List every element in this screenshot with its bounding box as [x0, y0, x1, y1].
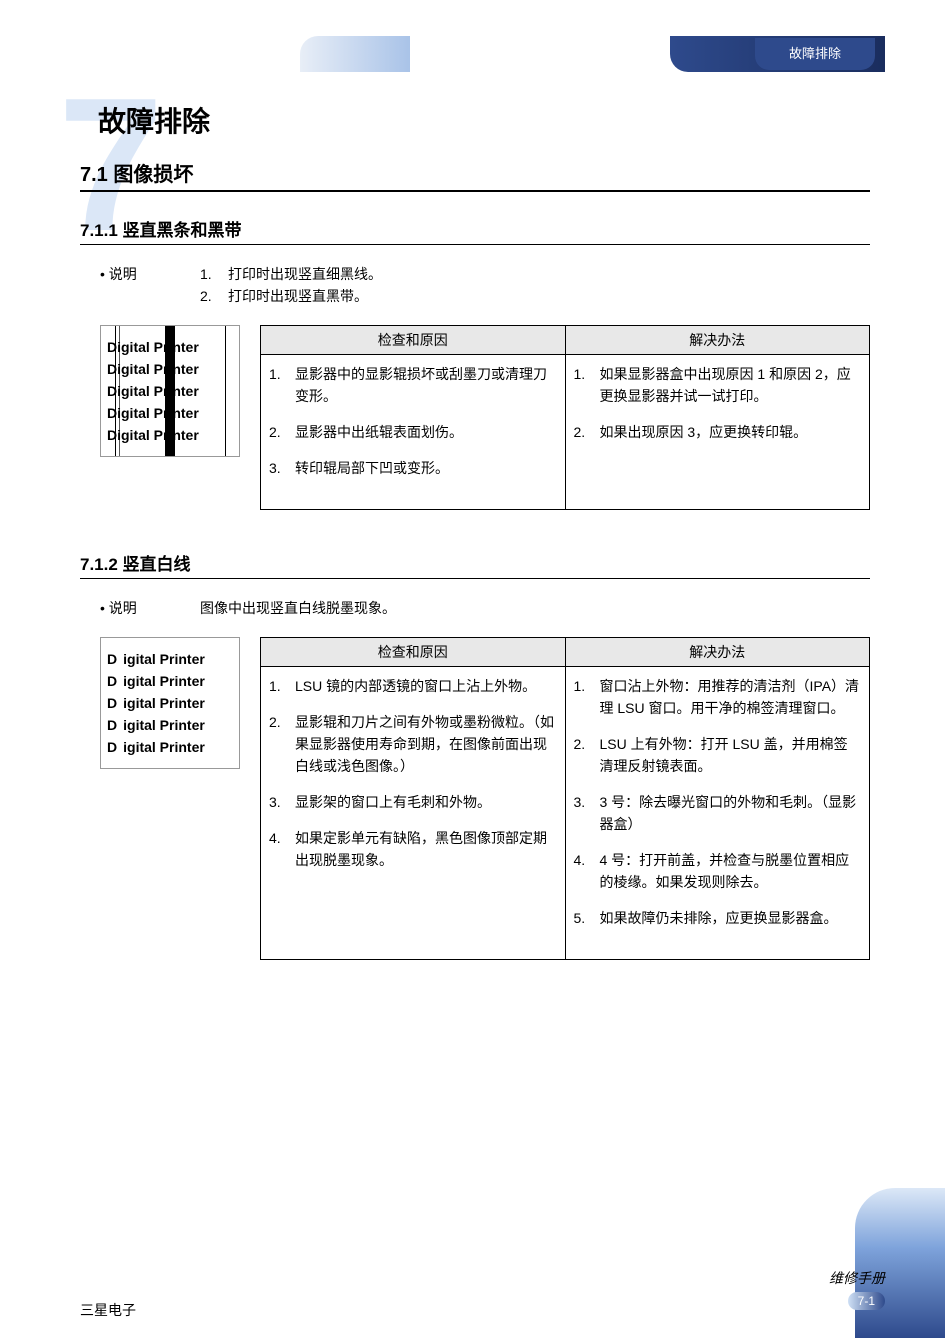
- page-footer: 维修手册 7-1 三星电子: [80, 1260, 885, 1320]
- page-content: 故障排除 7.1 图像损坏 7.1.1 竖直黑条和黑带 说明 打印时出现竖直细黑…: [80, 100, 870, 1000]
- sample-line: Digital Printer: [107, 736, 233, 758]
- subsection-7-1-2-heading: 7.1.2 竖直白线: [80, 550, 870, 579]
- cause-header: 检查和原因: [261, 638, 566, 667]
- sample-print-white-line: Digital Printer Digital Printer Digital …: [100, 637, 240, 769]
- section-7-1-heading: 7.1 图像损坏: [80, 158, 870, 192]
- desc-row-7-1-1: 说明 打印时出现竖直细黑线。 打印时出现竖直黑带。: [100, 263, 870, 307]
- sample-line: Digital Printer: [107, 692, 233, 714]
- desc-item: 打印时出现竖直黑带。: [200, 285, 870, 307]
- cause-cell: 显影器中的显影辊损坏或刮墨刀或清理刀变形。 显影器中出纸辊表面划伤。 转印辊局部…: [261, 355, 566, 510]
- solution-item: 4 号：打开前盖，并检查与脱墨位置相应的棱缘。如果发现则除去。: [574, 849, 862, 893]
- desc-text: 图像中出现竖直白线脱墨现象。: [200, 600, 396, 616]
- cause-item: 显影架的窗口上有毛刺和外物。: [269, 791, 557, 813]
- cause-item: LSU 镜的内部透镜的窗口上沾上外物。: [269, 675, 557, 697]
- sample-print-black-band: Digital Printer Digital Printer Digital …: [100, 325, 240, 457]
- subsection-7-1-1-heading: 7.1.1 竖直黑条和黑带: [80, 216, 870, 245]
- header-gradient-left: [300, 36, 410, 72]
- sample-line: Digital Printer: [107, 380, 233, 402]
- solution-header: 解决办法: [565, 638, 870, 667]
- sample-line: Digital Printer: [107, 358, 233, 380]
- desc-body: 图像中出现竖直白线脱墨现象。: [200, 597, 870, 619]
- sample-line: Digital Printer: [107, 402, 233, 424]
- sample-line: Digital Printer: [107, 648, 233, 670]
- manual-label: 维修手册: [829, 1268, 885, 1288]
- solution-item: 如果显影器盒中出现原因 1 和原因 2，应更换显影器并试一试打印。: [574, 363, 862, 407]
- solution-item: 如果出现原因 3，应更换转印辊。: [574, 421, 862, 443]
- solution-item: 如果故障仍未排除，应更换显影器盒。: [574, 907, 862, 929]
- solution-cell: 如果显影器盒中出现原因 1 和原因 2，应更换显影器并试一试打印。 如果出现原因…: [565, 355, 870, 510]
- sample-line: Digital Printer: [107, 714, 233, 736]
- desc-item: 打印时出现竖直细黑线。: [200, 263, 870, 285]
- solution-item: LSU 上有外物：打开 LSU 盖，并用棉签清理反射镜表面。: [574, 733, 862, 777]
- cause-item: 显影器中的显影辊损坏或刮墨刀或清理刀变形。: [269, 363, 557, 407]
- footer-company: 三星电子: [80, 1300, 136, 1320]
- cause-item: 显影辊和刀片之间有外物或墨粉微粒。（如果显影器使用寿命到期，在图像前面出现白线或…: [269, 711, 557, 777]
- cause-item: 如果定影单元有缺陷，黑色图像顶部定期出现脱墨现象。: [269, 827, 557, 871]
- header-section-tag: 故障排除: [755, 38, 875, 70]
- footer-right: 维修手册 7-1: [829, 1268, 885, 1310]
- desc-row-7-1-2: 说明 图像中出现竖直白线脱墨现象。: [100, 597, 870, 619]
- footer-curve-decoration: [855, 1188, 945, 1338]
- cause-solution-table-7-1-2: 检查和原因 解决办法 LSU 镜的内部透镜的窗口上沾上外物。 显影辊和刀片之间有…: [260, 637, 870, 960]
- sample-line: Digital Printer: [107, 424, 233, 446]
- desc-label: 说明: [100, 597, 200, 619]
- solution-item: 3 号：除去曝光窗口的外物和毛刺。（显影器盒）: [574, 791, 862, 835]
- chapter-title: 故障排除: [98, 100, 870, 140]
- solution-cell: 窗口沾上外物：用推荐的清洁剂（IPA）清理 LSU 窗口。用干净的棉签清理窗口。…: [565, 667, 870, 960]
- desc-body: 打印时出现竖直细黑线。 打印时出现竖直黑带。: [200, 263, 870, 307]
- cause-solution-table-7-1-1: 检查和原因 解决办法 显影器中的显影辊损坏或刮墨刀或清理刀变形。 显影器中出纸辊…: [260, 325, 870, 510]
- problem-block-7-1-2: Digital Printer Digital Printer Digital …: [100, 637, 870, 960]
- cause-item: 显影器中出纸辊表面划伤。: [269, 421, 557, 443]
- problem-block-7-1-1: Digital Printer Digital Printer Digital …: [100, 325, 870, 510]
- sample-line: Digital Printer: [107, 336, 233, 358]
- cause-cell: LSU 镜的内部透镜的窗口上沾上外物。 显影辊和刀片之间有外物或墨粉微粒。（如果…: [261, 667, 566, 960]
- cause-header: 检查和原因: [261, 326, 566, 355]
- desc-label: 说明: [100, 263, 200, 285]
- solution-header: 解决办法: [565, 326, 870, 355]
- solution-item: 窗口沾上外物：用推荐的清洁剂（IPA）清理 LSU 窗口。用干净的棉签清理窗口。: [574, 675, 862, 719]
- sample-line: Digital Printer: [107, 670, 233, 692]
- cause-item: 转印辊局部下凹或变形。: [269, 457, 557, 479]
- page-number: 7-1: [848, 1292, 885, 1310]
